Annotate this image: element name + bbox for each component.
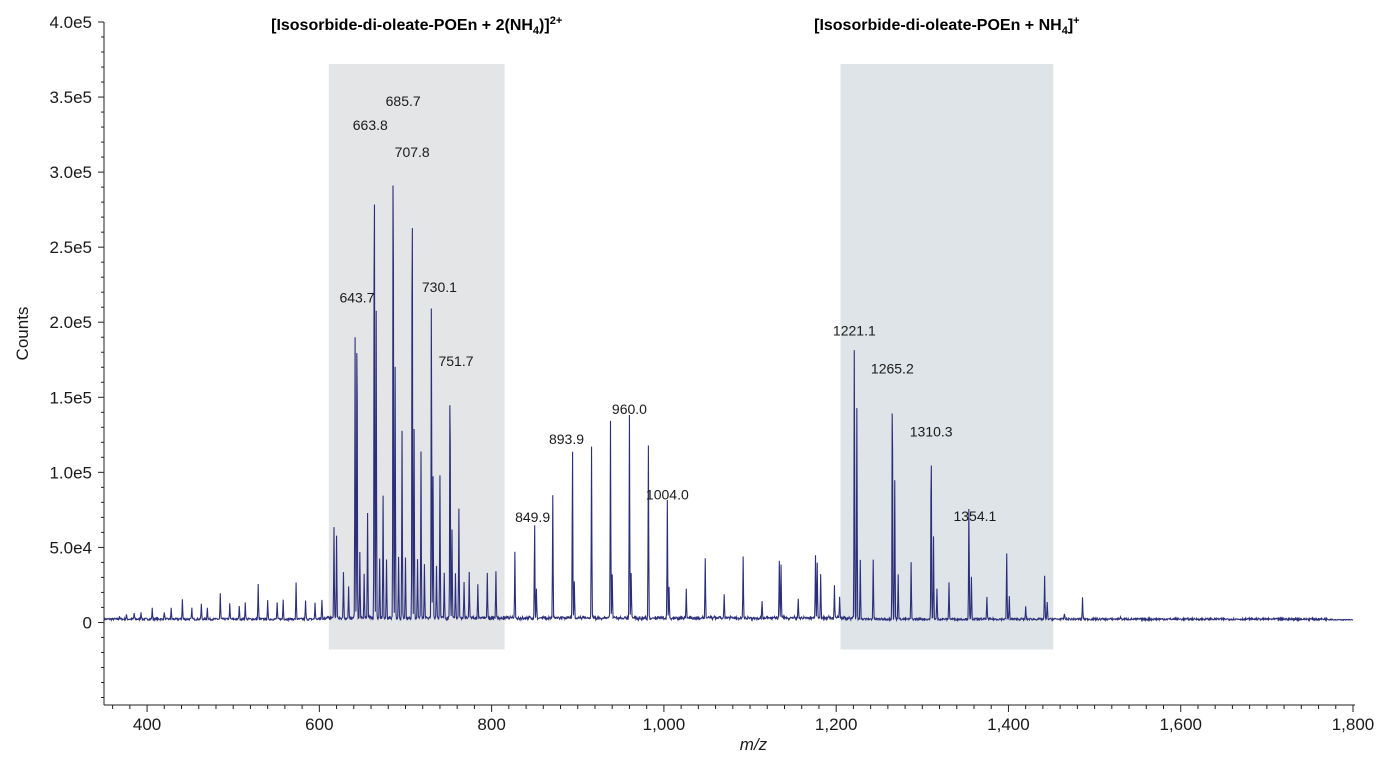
x-axis-title: m/z: [740, 735, 768, 754]
y-tick-label: 4.0e5: [49, 13, 92, 32]
peak-labels: 643.7 663.8 685.7 707.8 730.1 751.7 849.9 893.9…: [339, 93, 996, 525]
y-tick-label: 2.0e5: [49, 313, 92, 332]
peak-label-text: 1310.3: [910, 423, 953, 439]
x-tick-label: 400: [133, 715, 161, 734]
peak-label-text: 663.8: [353, 117, 388, 133]
y-tick-label: 3.0e5: [49, 163, 92, 182]
peak-label-text: 960.0: [612, 401, 647, 417]
peak-label-text: 1004.0: [646, 486, 689, 502]
peak-label-text: 685.7: [386, 93, 421, 109]
x-tick-label: 600: [305, 715, 333, 734]
peak-label-text: 1354.1: [953, 508, 996, 524]
highlight-regions: [328, 64, 1054, 650]
x-tick-label: 1,600: [1159, 715, 1202, 734]
x-tick-label: 1,800: [1332, 715, 1375, 734]
x-tick-label: 1,200: [815, 715, 858, 734]
peak-label-text: 849.9: [515, 509, 550, 525]
y-tick-label: 1.0e5: [49, 463, 92, 482]
peak-label-text: 1265.2: [871, 360, 914, 376]
y-axis-title: Counts: [13, 307, 32, 361]
x-tick-label: 800: [477, 715, 505, 734]
highlight-region-2: [840, 64, 1054, 650]
y-tick-label: 1.5e5: [49, 388, 92, 407]
peak-label-text: 643.7: [339, 290, 374, 306]
region-title-2: [Isosorbide-di-oleate-POEn + NH4]+: [814, 15, 1079, 37]
axes: 0 5.0e4 1.0e5 1.5e5 2.0e5 2.5e5 3.0e5 3.5e5 4.0e…: [49, 13, 1374, 734]
y-tick-label: 0: [83, 613, 92, 632]
y-tick-label: 3.5e5: [49, 88, 92, 107]
spectrum-line: [103, 185, 1354, 623]
y-tick-label: 2.5e5: [49, 238, 92, 257]
peak-label-text: 893.9: [549, 431, 584, 447]
spectrum-trace: [103, 185, 1354, 623]
peak-label-text: 730.1: [422, 279, 457, 295]
peak-label-text: 751.7: [438, 353, 473, 369]
x-tick-label: 1,400: [987, 715, 1030, 734]
peak-label-text: 707.8: [395, 144, 430, 160]
region-title-1: [Isosorbide-di-oleate-POEn + 2(NH4)]2+: [271, 15, 562, 37]
peak-label-text: 1221.1: [833, 323, 876, 339]
region-titles: [Isosorbide-di-oleate-POEn + 2(NH4)]2+ [I…: [271, 15, 1079, 37]
x-tick-label: 1,000: [643, 715, 686, 734]
y-tick-label: 5.0e4: [49, 538, 92, 557]
